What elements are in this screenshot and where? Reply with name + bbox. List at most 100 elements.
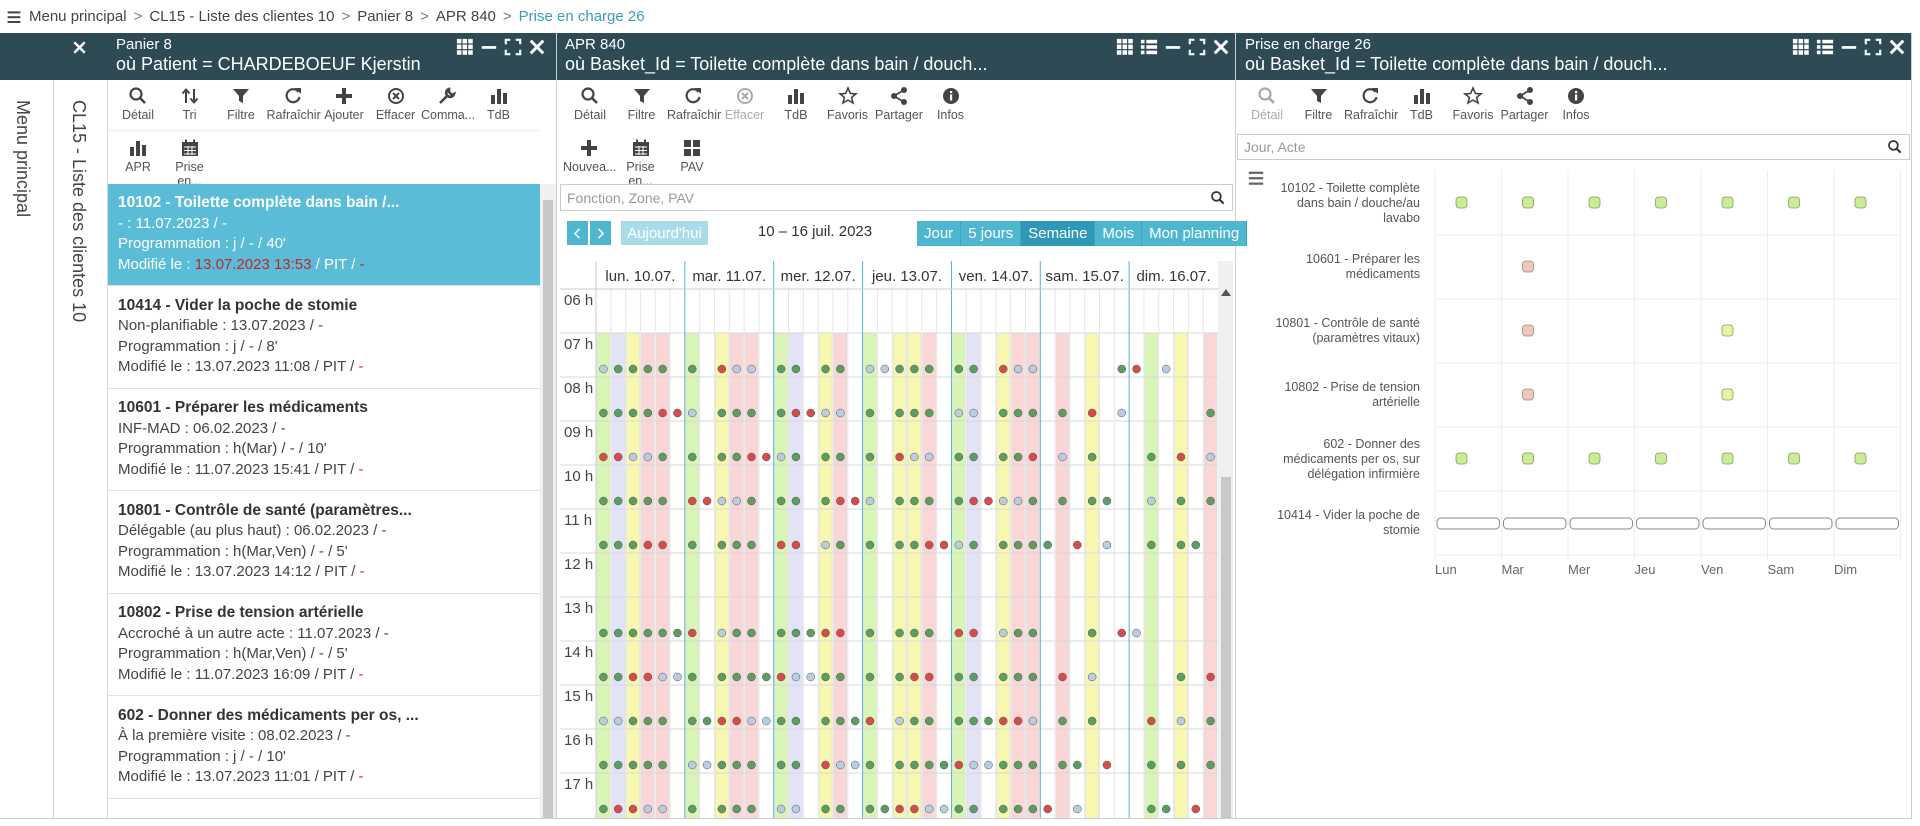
event-dot bbox=[747, 672, 756, 682]
matrix-dot bbox=[1522, 196, 1534, 209]
panel-divider bbox=[556, 33, 557, 818]
list-item[interactable]: 10801 - Contrôle de santé (paramètres...… bbox=[108, 492, 540, 594]
toolbar-button[interactable]: TdB bbox=[473, 86, 525, 122]
event-column bbox=[626, 332, 640, 818]
event-dot bbox=[688, 496, 697, 506]
today-button[interactable]: Aujourd'hui bbox=[621, 221, 708, 245]
breadcrumb-item[interactable]: Prise en charge 26 bbox=[518, 8, 645, 25]
toolbar-button[interactable]: APR bbox=[112, 138, 164, 174]
toolbar-button[interactable]: TdB bbox=[1396, 86, 1448, 122]
event-dot bbox=[643, 364, 653, 374]
toolbar-button[interactable]: Partager bbox=[1499, 86, 1551, 122]
close-icon[interactable] bbox=[1888, 38, 1906, 56]
list-item[interactable]: 602 - Donner des médicaments per os, ...… bbox=[108, 697, 540, 799]
toolbar-label: PAV bbox=[680, 160, 704, 174]
share-icon bbox=[891, 87, 907, 105]
toolbar-button[interactable]: Prise en... bbox=[164, 138, 216, 188]
event-dot bbox=[791, 672, 801, 682]
minus-icon[interactable] bbox=[1840, 38, 1858, 56]
event-dot bbox=[628, 452, 638, 462]
toolbar-button[interactable]: TdB bbox=[770, 86, 822, 122]
view-button[interactable]: Mon planning bbox=[1142, 221, 1248, 246]
toolbar-button[interactable]: Détail bbox=[1241, 86, 1293, 122]
list-icon[interactable] bbox=[1140, 38, 1158, 56]
minus-icon[interactable] bbox=[480, 38, 498, 56]
breadcrumb-item[interactable]: APR 840 bbox=[435, 8, 496, 25]
event-dot bbox=[954, 540, 964, 550]
expand-icon[interactable] bbox=[1188, 38, 1206, 56]
hour-label: 13 h bbox=[564, 600, 593, 617]
day-label: ven. 14.07. bbox=[959, 268, 1033, 285]
sidebar-menu[interactable]: Menu principal bbox=[13, 100, 33, 218]
toolbar-button[interactable]: Tri bbox=[164, 86, 216, 122]
grid9-icon[interactable] bbox=[1792, 38, 1810, 56]
event-dot bbox=[732, 452, 741, 462]
toolbar-button[interactable]: Partager bbox=[873, 86, 925, 122]
event-dot bbox=[613, 672, 623, 682]
toolbar-button[interactable]: Infos bbox=[925, 86, 977, 122]
toolbar-button[interactable]: Comma... bbox=[421, 86, 475, 122]
toolbar-button[interactable]: Infos bbox=[1550, 86, 1602, 122]
event-column bbox=[1085, 332, 1099, 818]
toolbar-button[interactable]: Filtre bbox=[1293, 86, 1345, 122]
expand-icon[interactable] bbox=[1864, 38, 1882, 56]
view-button[interactable]: Mois bbox=[1095, 221, 1143, 246]
nav-button[interactable] bbox=[567, 221, 588, 245]
matrix-label-text: 602 - Donner des médicaments per os, sur… bbox=[1283, 436, 1420, 481]
toolbar-button[interactable]: Effacer bbox=[719, 86, 771, 122]
nav-button[interactable] bbox=[590, 221, 611, 245]
toolbar-button[interactable]: Détail bbox=[112, 86, 164, 122]
list-item[interactable]: 10414 - Vider la poche de stomie Non-plan… bbox=[108, 287, 540, 389]
toolbar-button[interactable]: Ajouter bbox=[318, 86, 370, 122]
list-icon[interactable] bbox=[1816, 38, 1834, 56]
event-dot bbox=[613, 804, 623, 814]
event-dot bbox=[628, 496, 638, 506]
list-item[interactable]: 10102 - Toilette complète dans bain /...… bbox=[108, 184, 540, 286]
view-button[interactable]: Semaine bbox=[1021, 221, 1096, 246]
toolbar-button[interactable]: Rafraîchir bbox=[1344, 86, 1398, 122]
toolbar-button[interactable]: PAV bbox=[666, 138, 718, 174]
toolbar-button[interactable]: Détail bbox=[564, 86, 616, 122]
view-button[interactable]: 5 jours bbox=[961, 221, 1022, 246]
event-dot bbox=[1161, 364, 1171, 374]
toolbar-button[interactable]: Prise en... bbox=[615, 138, 667, 188]
event-dot bbox=[628, 716, 638, 726]
event-dot bbox=[628, 628, 638, 638]
breadcrumb-item[interactable]: CL15 - Liste des clientes 10 bbox=[149, 8, 335, 25]
list-item[interactable]: 10802 - Prise de tension artérielle Accro… bbox=[108, 594, 540, 696]
toolbar-button[interactable]: Effacer bbox=[370, 86, 422, 122]
item-line: Programmation : h(Mar) / - / 10' bbox=[118, 440, 327, 457]
expand-icon[interactable] bbox=[504, 38, 522, 56]
minus-icon[interactable] bbox=[1164, 38, 1182, 56]
page-bottom bbox=[0, 818, 1912, 819]
matrix-dot bbox=[1721, 196, 1734, 209]
event-dot bbox=[984, 716, 993, 726]
close-icon[interactable] bbox=[1212, 38, 1230, 56]
modified-flag: - bbox=[358, 358, 364, 375]
breadcrumb-item[interactable]: Menu principal bbox=[29, 8, 127, 25]
event-dot bbox=[910, 672, 919, 682]
event-dot bbox=[688, 628, 697, 638]
toolbar-button[interactable]: Rafraîchir bbox=[667, 86, 721, 122]
event-dot bbox=[999, 672, 1008, 682]
grid9-icon[interactable] bbox=[1116, 38, 1134, 56]
toolbar-button[interactable]: Favoris bbox=[1447, 86, 1499, 122]
sidebar-list[interactable]: CL15 - Liste des clientes 10 bbox=[69, 100, 89, 323]
breadcrumb-item[interactable]: Panier 8 bbox=[357, 8, 414, 25]
toolbar-button[interactable]: Filtre bbox=[616, 86, 668, 122]
event-dot bbox=[924, 452, 934, 462]
event-dot bbox=[1073, 540, 1082, 550]
modified-flag: - bbox=[358, 665, 364, 683]
item-title: 10102 - Toilette complète dans bain /... bbox=[118, 194, 400, 211]
toolbar-button[interactable]: Rafraîchir bbox=[267, 86, 321, 122]
close-icon[interactable] bbox=[528, 38, 546, 56]
list-item[interactable]: 10601 - Préparer les médicaments INF-MAD … bbox=[108, 389, 540, 491]
toolbar-button[interactable]: Nouvea... bbox=[563, 138, 617, 174]
grid9-icon[interactable] bbox=[456, 38, 474, 56]
view-button[interactable]: Jour bbox=[917, 221, 962, 246]
toolbar-button[interactable]: Filtre bbox=[215, 86, 267, 122]
event-dot bbox=[1058, 672, 1067, 682]
event-dot bbox=[895, 540, 904, 550]
event-dot bbox=[999, 408, 1008, 418]
toolbar-button[interactable]: Favoris bbox=[822, 86, 874, 122]
